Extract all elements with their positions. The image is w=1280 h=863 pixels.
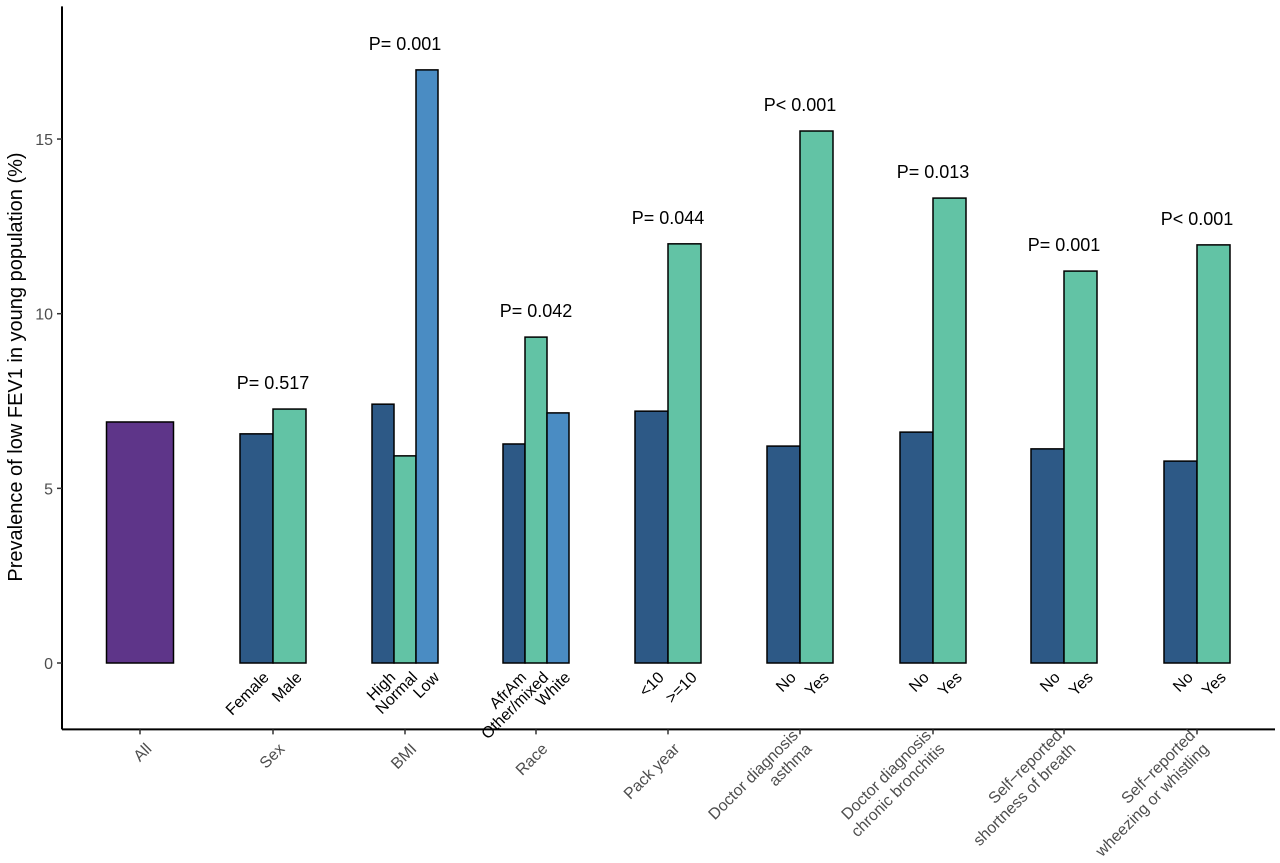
bar-label: Yes	[1199, 669, 1229, 699]
y-tick-label: 5	[44, 481, 53, 498]
group-label-line: Sex	[257, 741, 289, 773]
bar	[899, 431, 934, 664]
group-label-line: All	[131, 741, 156, 766]
group-label: Self−reportedwheezing or whistling	[1079, 727, 1213, 861]
bar-label: No	[906, 669, 933, 696]
bar-label: No	[773, 669, 800, 696]
group-label: Doctor diagnosisasthma	[706, 727, 816, 837]
bar	[932, 197, 967, 664]
bar	[1030, 448, 1065, 664]
p-value-label: P= 0.042	[500, 301, 573, 321]
bar-label: Male	[269, 669, 306, 706]
group-label: Self−reportedshortness of breath	[957, 727, 1079, 849]
bar	[1196, 244, 1231, 664]
group-label: Sex	[257, 741, 289, 773]
bar	[1063, 270, 1098, 664]
bar	[502, 443, 526, 664]
group-label: Pack year	[621, 740, 684, 803]
bar	[239, 433, 274, 664]
group-label: Doctor diagnosischronic bronchitis	[835, 727, 948, 840]
p-value-label: P= 0.001	[1028, 235, 1101, 255]
group-label: BMI	[388, 741, 420, 773]
bar	[799, 130, 834, 664]
bar	[105, 421, 175, 664]
bar-label: Yes	[935, 669, 965, 699]
bar-label: Yes	[802, 669, 832, 699]
bar-label: No	[1037, 669, 1064, 696]
bar	[546, 412, 570, 664]
bar	[415, 69, 439, 664]
bar-label: Yes	[1066, 669, 1096, 699]
p-value-label: P= 0.517	[237, 373, 310, 393]
p-value-label: P= 0.044	[632, 208, 705, 228]
p-value-label: P= 0.013	[897, 162, 970, 182]
bar	[766, 445, 801, 664]
bar	[524, 336, 548, 664]
bar	[272, 408, 307, 664]
bar	[393, 455, 417, 664]
p-value-label: P< 0.001	[1161, 209, 1234, 229]
bar-label: Female	[223, 669, 273, 719]
y-axis-label: Prevalence of low FEV1 in young populati…	[5, 152, 27, 581]
bar	[371, 403, 395, 664]
group-label-line: Pack year	[621, 740, 684, 803]
p-value-label: P= 0.001	[369, 34, 442, 54]
y-tick-label: 15	[35, 132, 53, 149]
y-tick-label: 10	[35, 307, 53, 324]
group-label: All	[131, 741, 156, 766]
axes: 0 5 10 15	[35, 6, 1275, 735]
group-label-line: wheezing or whistling	[1092, 741, 1212, 861]
bar	[634, 410, 669, 664]
bar-label: >=10	[663, 669, 701, 707]
bar	[667, 243, 702, 664]
p-value-label: P< 0.001	[764, 95, 837, 115]
y-tick-label: 0	[44, 656, 53, 673]
bar	[1163, 460, 1198, 664]
bars	[105, 69, 1231, 664]
bar-label: No	[1170, 669, 1197, 696]
group-label: Race	[513, 741, 552, 780]
bar-label: Low	[410, 669, 443, 702]
group-label-line: Race	[513, 741, 552, 780]
group-label-line: BMI	[388, 741, 420, 773]
